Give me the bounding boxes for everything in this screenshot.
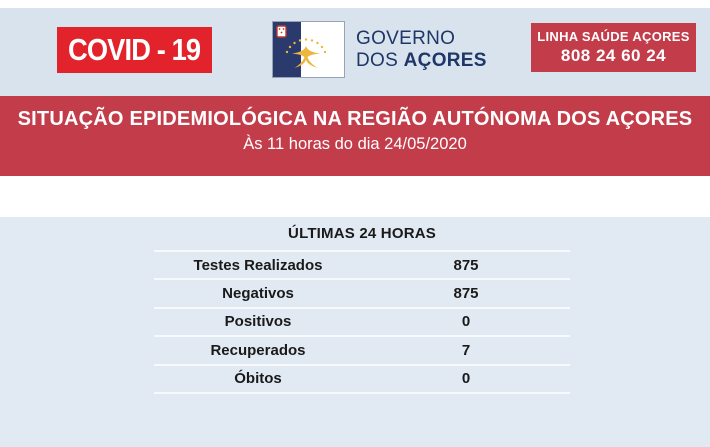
covid19-badge: COVID - 19 [57, 27, 212, 73]
table-row: Recuperados 7 [154, 337, 570, 366]
government-logo-line1: GOVERNO [356, 28, 456, 49]
government-logo-line2-bold: AÇORES [403, 50, 487, 71]
content-area: ÚLTIMAS 24 HORAS Testes Realizados 875 N… [0, 217, 710, 447]
row-label: Positivos [224, 313, 292, 331]
azores-flag-svg [273, 22, 344, 77]
health-line-badge: LINHA SAÚDE AÇORES 808 24 60 24 [531, 23, 696, 72]
title-banner: SITUAÇÃO EPIDEMIOLÓGICA NA REGIÃO AUTÓNO… [0, 96, 710, 176]
table-row: Positivos 0 [154, 309, 570, 338]
row-label: Negativos [222, 285, 294, 303]
row-value: 875 [453, 256, 479, 274]
row-value: 0 [461, 370, 471, 388]
table-title: ÚLTIMAS 24 HORAS [288, 225, 436, 242]
row-label: Óbitos [234, 370, 282, 388]
page-top-strip [0, 0, 710, 8]
table-row: Negativos 875 [154, 280, 570, 309]
row-label: Testes Realizados [193, 256, 323, 274]
page-subtitle: Às 11 horas do dia 24/05/2020 [243, 135, 467, 153]
header: COVID - 19 [0, 8, 710, 96]
table-rows: Testes Realizados 875 Negativos 875 Posi… [154, 250, 570, 394]
health-line-phone: 808 24 60 24 [560, 46, 667, 65]
row-label: Recuperados [210, 341, 306, 359]
row-value: 0 [461, 313, 471, 331]
health-line-label: LINHA SAÚDE AÇORES [537, 29, 690, 44]
stats-table: ÚLTIMAS 24 HORAS Testes Realizados 875 N… [154, 217, 570, 394]
covid19-badge-label: COVID - 19 [68, 32, 201, 67]
government-logo-text: GOVERNO DOS AÇORES [356, 28, 487, 72]
row-value: 7 [461, 341, 471, 359]
government-logo-line2: DOS AÇORES [356, 50, 487, 72]
table-row: Óbitos 0 [154, 366, 570, 394]
row-value: 875 [453, 285, 479, 303]
azores-flag-icon [272, 21, 345, 78]
page-title: SITUAÇÃO EPIDEMIOLÓGICA NA REGIÃO AUTÓNO… [17, 108, 693, 130]
government-logo-line2-prefix: DOS [356, 50, 404, 71]
table-row: Testes Realizados 875 [154, 252, 570, 281]
